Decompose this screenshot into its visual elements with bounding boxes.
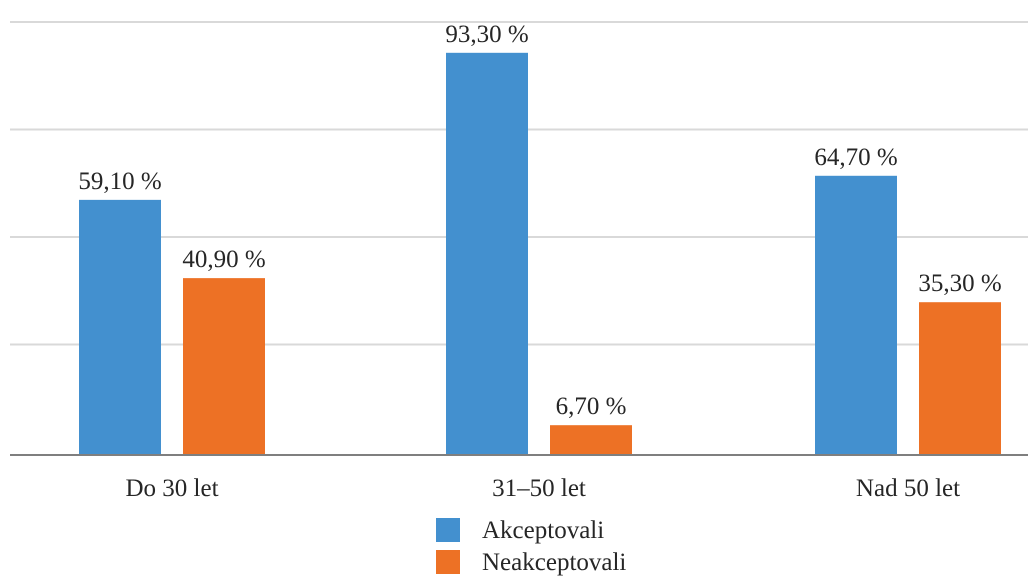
- data-labels: 59,10 % 40,90 % 93,30 % 6,70 % 64,70 % 35,30 …: [78, 21, 1001, 420]
- category-labels: Do 30 let 31–50 let Nad 50 let: [125, 475, 960, 502]
- bar-akceptovali-0: [79, 199, 161, 454]
- data-label: 35,30 %: [918, 270, 1001, 297]
- legend-label: Akceptovali: [482, 517, 604, 544]
- data-label: 93,30 %: [445, 21, 528, 48]
- category-label: Do 30 let: [125, 475, 218, 502]
- bar-neakceptovali-2: [919, 302, 1001, 454]
- data-label: 59,10 %: [78, 168, 161, 195]
- bar-akceptovali-1: [446, 52, 528, 455]
- bar-akceptovali-2: [815, 175, 897, 455]
- bar-neakceptovali-1: [550, 425, 632, 454]
- legend-swatch: [436, 550, 460, 574]
- legend-label: Neakceptovali: [482, 549, 626, 576]
- bar-neakceptovali-0: [183, 278, 265, 454]
- legend-swatch: [436, 518, 460, 542]
- bars: [79, 52, 1001, 455]
- legend: Akceptovali Neakceptovali: [436, 517, 626, 576]
- category-label: 31–50 let: [492, 475, 586, 502]
- data-label: 6,70 %: [556, 393, 627, 420]
- category-label: Nad 50 let: [856, 475, 960, 502]
- data-label: 64,70 %: [814, 144, 897, 171]
- data-label: 40,90 %: [182, 246, 265, 273]
